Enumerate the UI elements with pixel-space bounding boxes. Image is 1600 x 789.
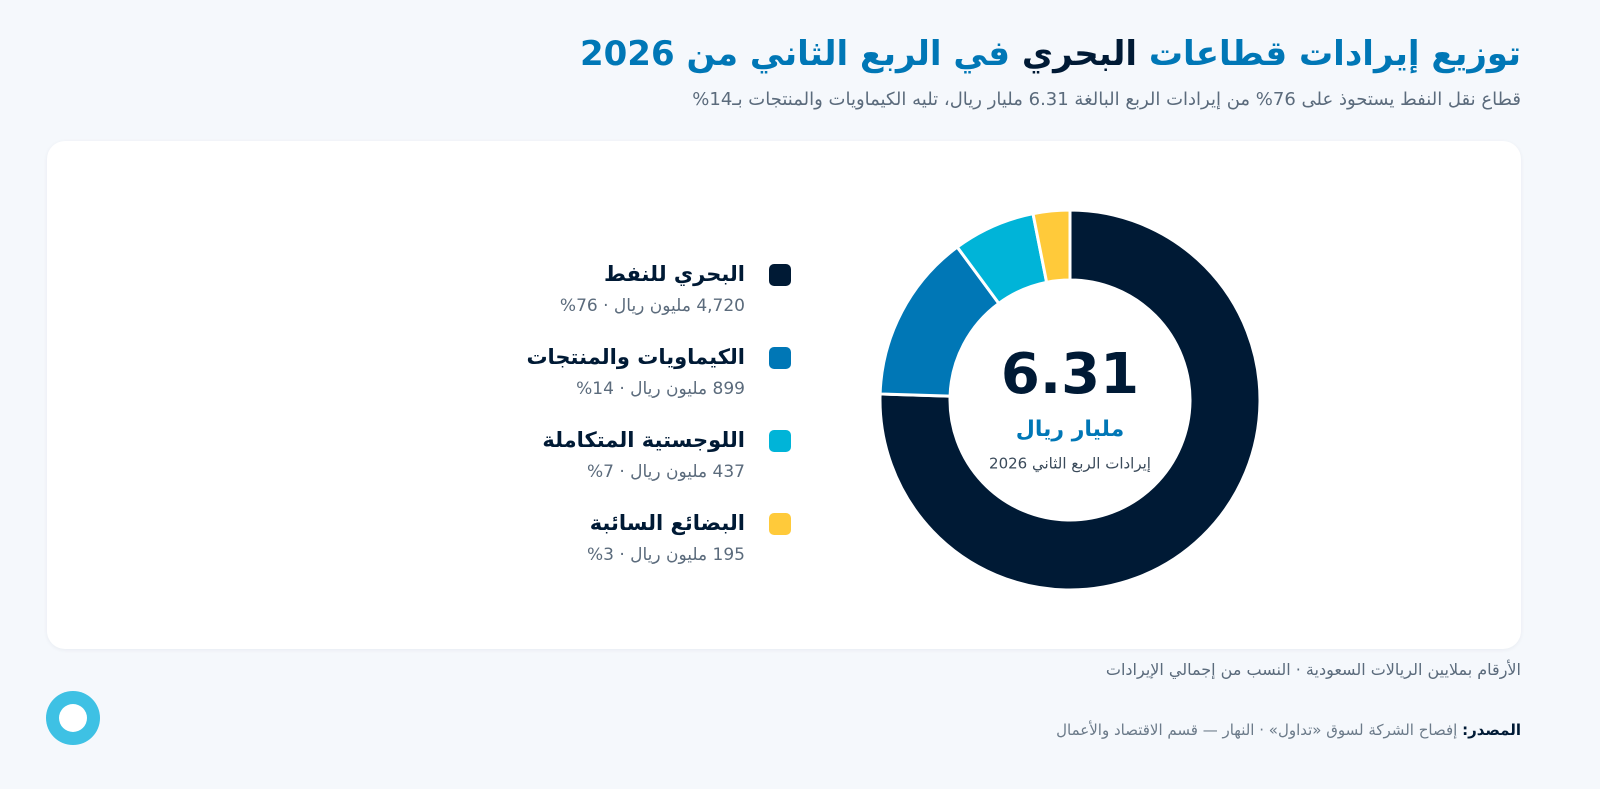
legend-value: 195 مليون ريال · 3% [586,545,745,565]
footnote: الأرقام بملايين الريالات السعودية · النس… [1105,660,1521,679]
legend-label: الكيماويات والمنتجات [526,345,745,369]
title-part: في الربع الثاني من 2026 [579,34,1011,74]
card [47,141,1521,649]
subtitle: قطاع نقل النفط يستحوذ على 76% من إيرادات… [692,89,1521,110]
legend-label: البحري للنفط [603,262,745,286]
center-value: 6.31 [1001,342,1139,407]
source: المصدر: إفصاح الشركة لسوق «تداول» · النه… [1056,721,1521,739]
legend-value: 4,720 مليون ريال · 76% [559,296,745,316]
legend-value: 437 مليون ريال · 7% [586,462,745,482]
source-text: إفصاح الشركة لسوق «تداول» · النهار — قسم… [1056,721,1458,739]
legend-swatch [769,347,791,369]
legend-swatch [769,430,791,452]
source-label: المصدر: [1462,721,1521,739]
center-unit: مليار ريال [1016,417,1124,442]
legend-swatch [769,264,791,286]
legend-swatch [769,513,791,535]
title-part: توزيع إيرادات قطاعات [1148,34,1521,74]
donut-segment [1031,208,1072,285]
legend-label: البضائع السائبة [589,511,745,535]
donut-segment [878,208,1262,592]
legend-label: اللوجستية المتكاملة [542,428,745,452]
legend-value: 899 مليون ريال · 14% [576,379,745,399]
chart-title: توزيع إيرادات قطاعات البحري في الربع الث… [580,34,1521,74]
center-caption: إيرادات الربع الثاني 2026 [989,455,1151,474]
logo-mark [59,704,87,732]
title-highlight: البحري [1021,34,1138,74]
